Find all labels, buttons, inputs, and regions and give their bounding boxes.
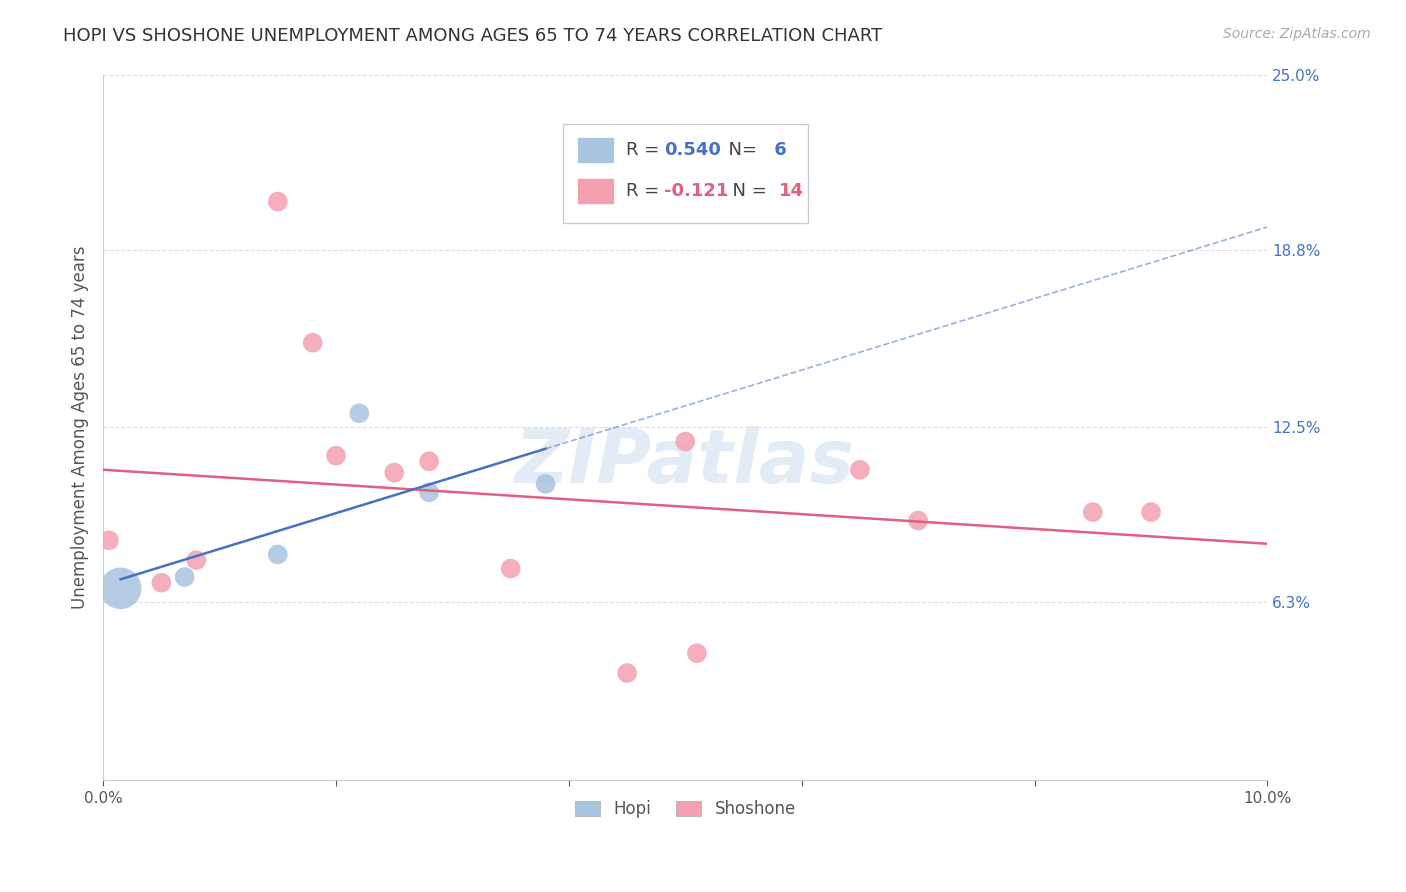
Point [110,582,132,596]
Point [418,485,440,500]
Y-axis label: Unemployment Among Ages 65 to 74 years: Unemployment Among Ages 65 to 74 years [72,245,89,609]
Text: HOPI VS SHOSHONE UNEMPLOYMENT AMONG AGES 65 TO 74 YEARS CORRELATION CHART: HOPI VS SHOSHONE UNEMPLOYMENT AMONG AGES… [63,27,883,45]
Point [499,561,522,575]
Point [97,533,120,548]
Text: N=: N= [717,141,762,159]
Point [418,454,440,468]
Text: Source: ZipAtlas.com: Source: ZipAtlas.com [1223,27,1371,41]
Text: N =: N = [721,182,773,200]
Text: ZIPatlas: ZIPatlas [515,426,855,500]
Point [382,466,405,480]
Point [173,570,195,584]
Point [267,548,290,562]
Point [849,463,872,477]
Point [616,666,638,681]
Text: R =: R = [626,182,665,200]
Text: -0.121: -0.121 [665,182,728,200]
Point [673,434,696,449]
Point [349,406,371,420]
FancyBboxPatch shape [576,178,614,204]
Point [150,575,173,590]
Point [186,553,208,567]
Text: 0.540: 0.540 [665,141,721,159]
Legend: Hopi, Shoshone: Hopi, Shoshone [568,794,803,825]
FancyBboxPatch shape [562,124,807,223]
Point [301,335,323,350]
Text: R =: R = [626,141,665,159]
FancyBboxPatch shape [576,136,614,163]
Text: 14: 14 [779,182,803,200]
Text: 6: 6 [768,141,787,159]
Point [907,514,929,528]
Point [1081,505,1104,519]
Point [325,449,347,463]
Point [267,194,290,209]
Point [686,646,709,660]
Point [1140,505,1163,519]
Point [534,476,557,491]
